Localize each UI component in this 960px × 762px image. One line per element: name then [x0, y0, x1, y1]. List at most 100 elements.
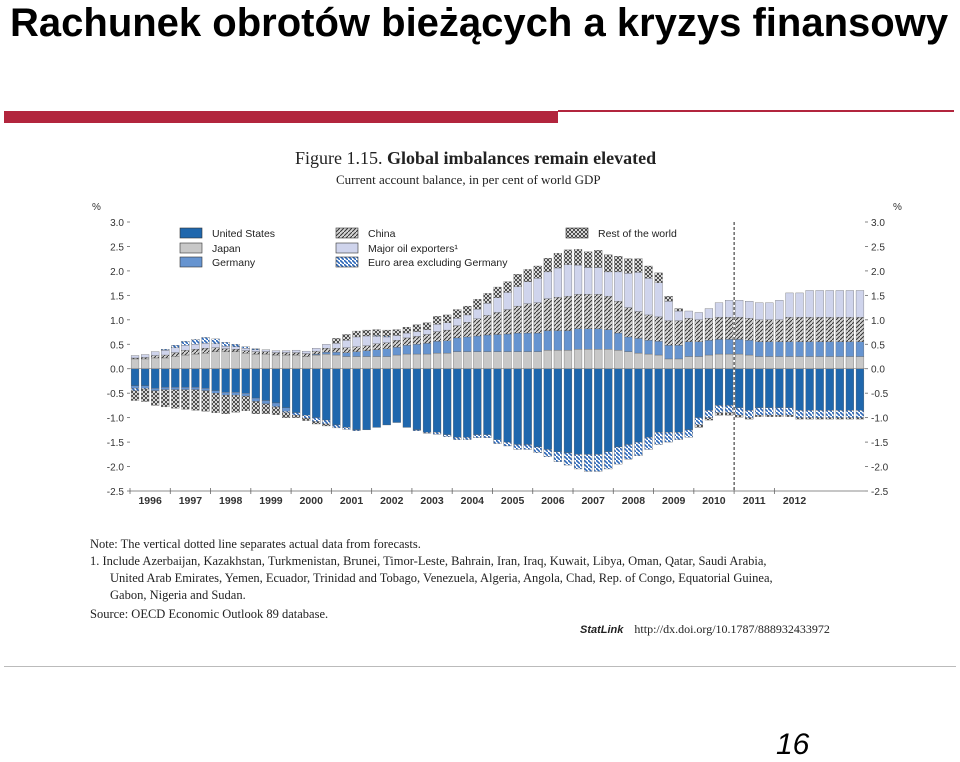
bar-segment-euro-area: [573, 454, 583, 470]
bar-segment-rest-world: [815, 417, 824, 420]
bar-segment-united-states: [483, 368, 492, 435]
bar-segment-united-states: [765, 368, 774, 409]
bar-segment-united-states: [855, 368, 865, 411]
bar-segment-major-oil: [191, 344, 200, 350]
bar-segment-major-oil: [312, 348, 321, 352]
bar-segment-china: [332, 348, 341, 353]
bar-segment-major-oil: [835, 290, 844, 318]
bar-segment-euro-area: [785, 407, 794, 416]
bar-segment-euro-area: [654, 432, 663, 445]
bar-segment-united-states: [302, 368, 311, 416]
bar-segment-euro-area: [805, 410, 814, 418]
bar-segment-germany: [453, 337, 462, 352]
bar-segment-japan: [342, 356, 351, 369]
bar-segment-united-states: [473, 368, 482, 435]
bar-segment-germany: [634, 338, 643, 354]
axes: 3.0 3.0 2.5 2.5 2.0 2.0 1.5 1.5 1.0 1.0 0.5 0.5 0.0 0…: [92, 202, 902, 507]
bar-segment-euro-area: [453, 437, 462, 440]
bar-segment-china: [422, 334, 432, 344]
bar-segment-china: [684, 318, 693, 342]
bar-segment-japan: [785, 356, 794, 369]
bar-segment-germany: [694, 341, 703, 357]
bar-segment-united-states: [271, 368, 281, 404]
x-tick-label: 1996: [138, 495, 162, 507]
bar-segment-rest-world: [704, 417, 714, 421]
bar-segment-china: [755, 319, 764, 342]
bar-segment-china: [292, 352, 301, 356]
bar-segment-rest-world: [231, 394, 240, 413]
bar-segment-rest-world: [785, 415, 794, 417]
bar-segment-united-states: [694, 368, 703, 418]
bar-segment-united-states: [604, 368, 613, 453]
bar-segment-rest-world: [674, 308, 683, 312]
bar-segment-china: [281, 352, 291, 356]
bar-segment-germany: [815, 341, 824, 357]
bar-segment-major-oil: [402, 332, 411, 339]
bar-segment-euro-area: [211, 338, 220, 344]
bar-segment-germany: [352, 351, 361, 357]
x-tick-label: 2009: [662, 495, 686, 507]
legend-label-major-oil: Major oil exporters¹: [368, 243, 458, 255]
bar-segment-major-oil: [594, 267, 603, 295]
bar-segment-germany: [503, 333, 512, 352]
bar-segment-china: [513, 305, 522, 334]
bar-segment-rest-world: [483, 293, 492, 304]
bar-segment-united-states: [845, 368, 854, 411]
bar-segment-rest-world: [443, 314, 452, 323]
bar-segment-united-states: [634, 368, 643, 443]
bar-segment-japan: [523, 351, 532, 369]
bar-segment-china: [604, 296, 613, 330]
bar-segment-major-oil: [433, 324, 442, 332]
bar-segment-euro-area: [594, 454, 603, 472]
x-tick-label: 2012: [783, 495, 807, 507]
bar-segment-china: [584, 294, 593, 329]
bar-segment-germany: [231, 392, 240, 396]
bar-segment-japan: [533, 351, 542, 369]
bar-segment-china: [231, 349, 240, 352]
bar-segment-germany: [684, 341, 693, 357]
bar-segment-rest-world: [745, 417, 754, 420]
bar-segment-germany: [271, 402, 281, 407]
y-tick-label-left: 3.0: [110, 218, 124, 229]
bar-segment-japan: [443, 352, 452, 369]
bar-segment-rest-world: [382, 329, 391, 337]
bar-segment-united-states: [725, 368, 734, 406]
bar-segment-germany: [463, 336, 472, 352]
statlink[interactable]: StatLink http://dx.doi.org/10.1787/88893…: [580, 622, 830, 637]
y-tick-label-right: 2.5: [871, 242, 885, 253]
bar-segment-japan: [825, 356, 834, 369]
bar-segment-germany: [161, 387, 170, 390]
bar-segment-china: [161, 354, 170, 359]
y-tick-label-left: -0.5: [107, 389, 125, 400]
bar-segment-japan: [372, 356, 381, 369]
bar-segment-japan: [543, 349, 552, 369]
bar-segment-major-oil: [533, 278, 542, 303]
bar-segment-rest-world: [563, 249, 573, 265]
bar-segment-china: [674, 320, 683, 346]
bar-segment-china: [694, 319, 703, 342]
bar-segment-euro-area: [302, 415, 311, 419]
bar-segment-germany: [141, 385, 150, 389]
bar-segment-germany: [654, 341, 663, 356]
bar-segment-major-oil: [805, 290, 814, 318]
bar-segment-euro-area: [473, 434, 482, 438]
bar-segment-germany: [483, 334, 492, 352]
x-tick-label: 1997: [179, 495, 203, 507]
statlink-url[interactable]: http://dx.doi.org/10.1787/888932433972: [634, 622, 830, 636]
bar-segment-japan: [604, 349, 613, 369]
x-tick-label: 1999: [259, 495, 283, 507]
x-tick-label: 2007: [581, 495, 605, 507]
bar-segment-china: [765, 319, 774, 342]
bar-segment-euro-area: [130, 388, 140, 391]
bar-segment-china: [342, 347, 351, 353]
bar-segment-china: [463, 322, 472, 338]
legend-swatch-china: [335, 227, 359, 239]
bar-segment-germany: [422, 343, 432, 355]
x-tick-label: 2008: [622, 495, 646, 507]
bar-segment-euro-area: [191, 339, 200, 345]
bar-segment-euro-area: [543, 449, 552, 457]
bar-segment-china: [271, 352, 281, 356]
bottom-rule: [4, 666, 956, 667]
bar-segment-japan: [835, 356, 844, 369]
bar-segment-china: [352, 346, 361, 352]
